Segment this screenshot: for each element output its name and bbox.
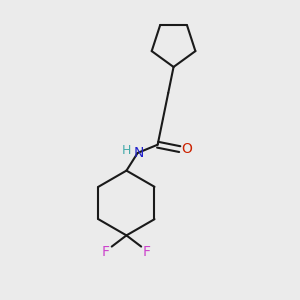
Text: H: H [122,144,131,157]
Text: F: F [143,245,151,260]
Text: N: N [134,146,144,160]
Text: F: F [102,245,110,260]
Text: O: O [181,142,192,156]
